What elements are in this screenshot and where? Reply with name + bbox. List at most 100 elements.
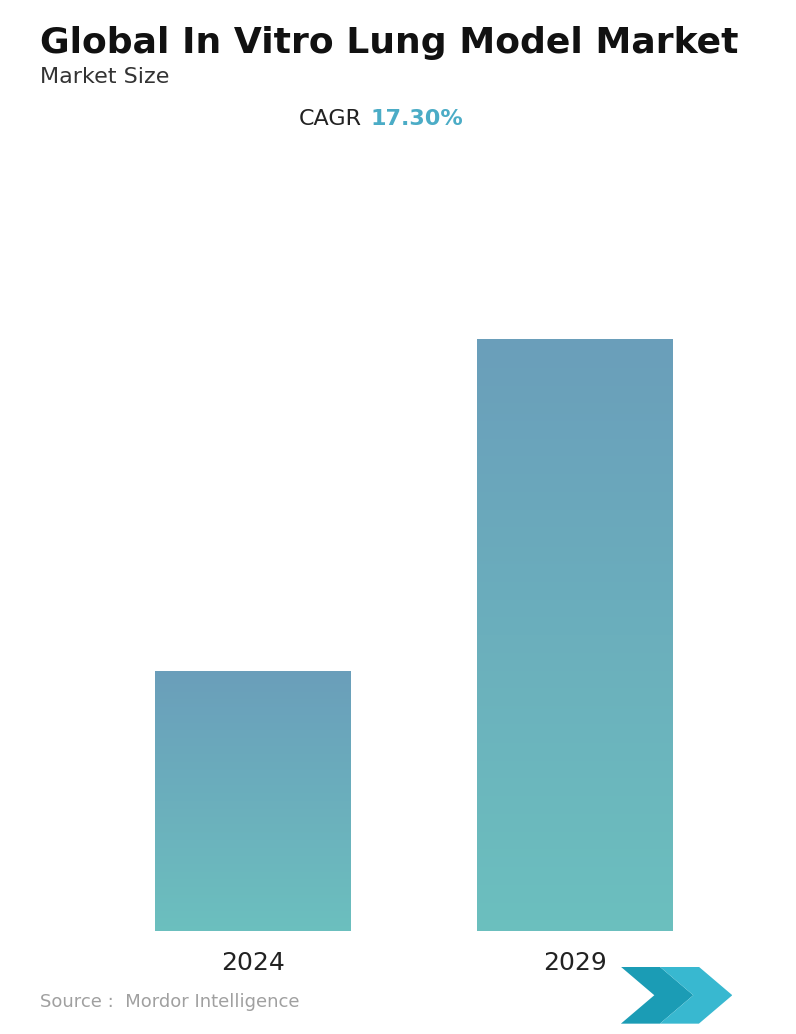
Bar (154, 677, 351, 678)
Bar (477, 446, 673, 448)
Bar (477, 379, 673, 382)
Bar (154, 763, 351, 764)
Bar (154, 671, 351, 673)
Bar (154, 677, 351, 678)
Bar (477, 694, 673, 696)
Bar (477, 385, 673, 387)
Bar (154, 805, 351, 807)
Bar (154, 801, 351, 802)
Bar (477, 481, 673, 483)
Bar (154, 885, 351, 886)
Bar (154, 885, 351, 886)
Bar (477, 725, 673, 727)
Bar (154, 729, 351, 730)
Bar (154, 710, 351, 711)
Bar (477, 442, 673, 444)
Bar (477, 747, 673, 749)
Bar (477, 357, 673, 359)
Bar (154, 726, 351, 727)
Bar (154, 828, 351, 829)
Bar (477, 599, 673, 601)
Bar (154, 694, 351, 695)
Bar (477, 617, 673, 619)
Bar (154, 862, 351, 863)
Bar (477, 512, 673, 514)
Bar (154, 903, 351, 904)
Bar (154, 834, 351, 835)
Bar (477, 374, 673, 376)
Bar (154, 704, 351, 705)
Bar (477, 583, 673, 585)
Bar (477, 711, 673, 713)
Bar (477, 416, 673, 418)
Bar (477, 449, 673, 451)
Bar (477, 739, 673, 741)
Bar (477, 863, 673, 865)
Bar (154, 682, 351, 683)
Bar (154, 757, 351, 758)
Bar (477, 564, 673, 566)
Bar (154, 906, 351, 907)
Bar (154, 872, 351, 873)
Bar (154, 820, 351, 821)
Bar (154, 727, 351, 728)
Bar (477, 785, 673, 787)
Bar (477, 618, 673, 620)
Bar (477, 798, 673, 800)
Bar (154, 790, 351, 791)
Bar (477, 619, 673, 621)
Bar (477, 826, 673, 828)
Bar (154, 893, 351, 895)
Bar (154, 826, 351, 827)
Bar (154, 833, 351, 834)
Bar (477, 435, 673, 437)
Bar (154, 780, 351, 781)
Bar (154, 718, 351, 719)
Bar (154, 737, 351, 738)
Bar (477, 431, 673, 433)
Bar (477, 708, 673, 710)
Bar (154, 795, 351, 796)
Bar (154, 685, 351, 686)
Bar (477, 626, 673, 628)
Bar (477, 670, 673, 672)
Bar (477, 914, 673, 916)
Bar (154, 746, 351, 747)
Bar (477, 710, 673, 712)
Bar (154, 716, 351, 717)
Bar (477, 797, 673, 799)
Bar (154, 816, 351, 817)
Bar (477, 549, 673, 551)
Bar (477, 590, 673, 592)
Bar (154, 741, 351, 742)
Bar (154, 802, 351, 803)
Bar (154, 741, 351, 742)
Bar (154, 850, 351, 851)
Bar (477, 353, 673, 355)
Bar (154, 792, 351, 793)
Bar (154, 890, 351, 891)
Bar (477, 423, 673, 425)
Bar (154, 863, 351, 864)
Bar (154, 799, 351, 800)
Bar (154, 778, 351, 779)
Bar (154, 683, 351, 686)
Bar (477, 777, 673, 779)
Bar (477, 919, 673, 921)
Bar (477, 852, 673, 854)
Bar (477, 568, 673, 570)
Bar (154, 791, 351, 792)
Bar (154, 891, 351, 892)
Bar (154, 787, 351, 788)
Bar (154, 889, 351, 890)
Bar (154, 851, 351, 852)
Bar (154, 837, 351, 838)
Bar (477, 439, 673, 442)
Bar (477, 614, 673, 616)
Bar (154, 770, 351, 771)
Bar (477, 576, 673, 578)
Bar (154, 913, 351, 914)
Bar (477, 818, 673, 820)
Bar (154, 844, 351, 845)
Bar (154, 795, 351, 796)
